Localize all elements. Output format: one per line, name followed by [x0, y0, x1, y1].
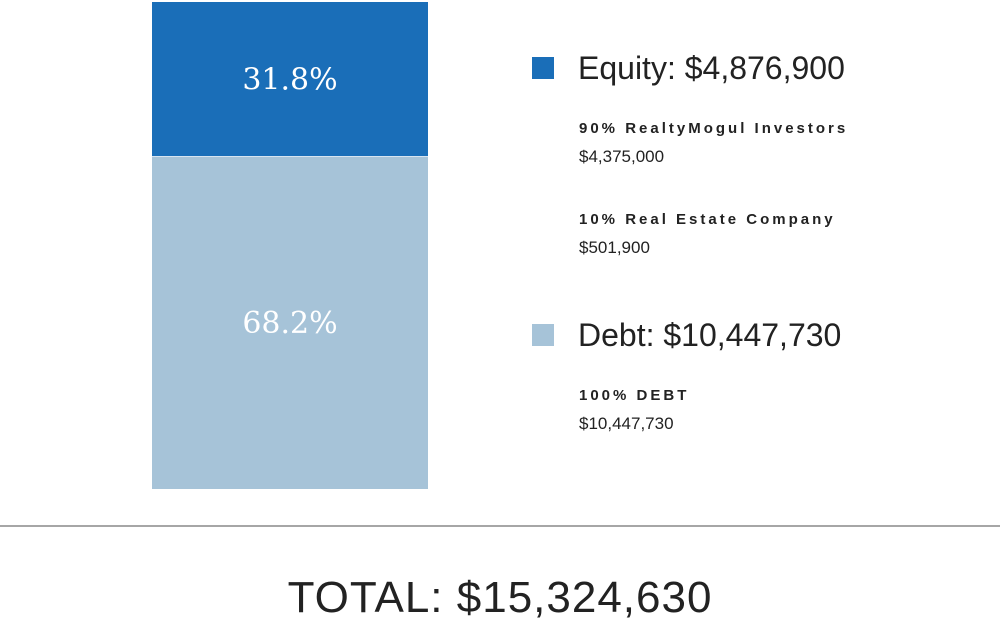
- legend-label-equity: Equity: $4,876,900: [578, 50, 845, 86]
- total-label: TOTAL: $15,324,630: [288, 573, 713, 622]
- legend: Equity: $4,876,900 90% RealtyMogul Invest…: [532, 50, 848, 433]
- legend-subitem-value: $501,900: [579, 238, 650, 257]
- legend-subitem-label: 90% RealtyMogul Investors: [579, 120, 848, 137]
- legend-swatch-debt: [532, 324, 554, 346]
- segment-percent-label-equity: 31.8%: [242, 62, 337, 97]
- bar-segment-equity: [152, 2, 428, 157]
- legend-label-debt: Debt: $10,447,730: [578, 317, 841, 353]
- legend-subitem-value: $10,447,730: [579, 414, 674, 433]
- legend-subitem-label: 100% DEBT: [579, 387, 689, 404]
- legend-swatch-equity: [532, 57, 554, 79]
- stacked-bar: 31.8% 68.2%: [152, 2, 428, 489]
- bar-segment-debt: [152, 156, 428, 489]
- legend-subitem-value: $4,375,000: [579, 147, 664, 166]
- legend-subitem-label: 10% Real Estate Company: [579, 211, 836, 228]
- segment-percent-label-debt: 68.2%: [242, 306, 337, 341]
